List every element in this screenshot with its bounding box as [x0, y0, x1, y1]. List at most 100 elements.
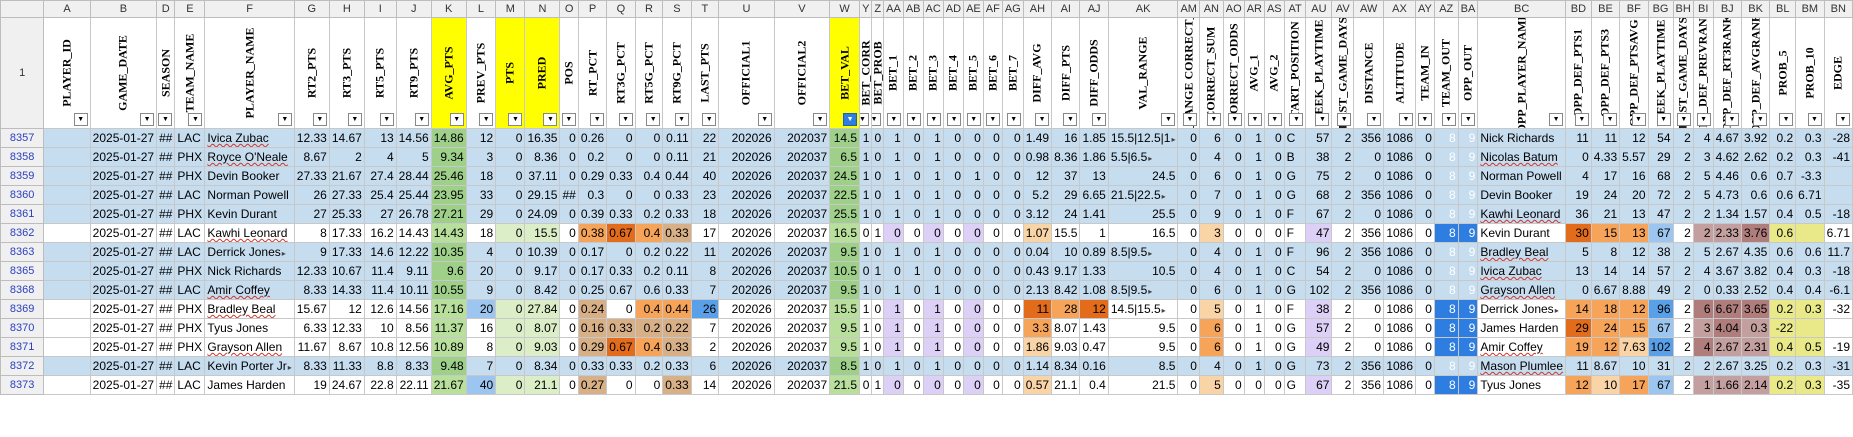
cell-ax[interactable]: 1086: [1383, 318, 1417, 338]
row-number[interactable]: 8368: [0, 280, 45, 300]
column-letter-n[interactable]: N: [524, 0, 561, 18]
cell-be[interactable]: 17: [1590, 166, 1621, 186]
cell-o[interactable]: 0: [559, 280, 579, 300]
cell-l[interactable]: 8: [465, 337, 497, 357]
column-header-official1[interactable]: OFFICIAL1 ▼: [718, 17, 775, 129]
cell-e[interactable]: LAC: [174, 128, 206, 148]
cell-bh[interactable]: 2: [1672, 261, 1694, 281]
cell-ax[interactable]: 1086: [1383, 375, 1417, 395]
cell-ae[interactable]: 0: [963, 204, 984, 224]
cell-bf[interactable]: 5.57: [1619, 147, 1649, 167]
cell-m[interactable]: 0: [495, 280, 526, 300]
cell-bc[interactable]: Tyus Jones: [1477, 375, 1567, 395]
cell-a[interactable]: [43, 280, 91, 300]
cell-l[interactable]: 12: [465, 128, 497, 148]
cell-bk[interactable]: 3.25: [1740, 356, 1771, 376]
cell-bg[interactable]: 31: [1647, 356, 1674, 376]
cell-p[interactable]: 0.27: [577, 375, 608, 395]
cell-bl[interactable]: 0.4: [1769, 204, 1797, 224]
column-letter-bl[interactable]: BL: [1769, 0, 1797, 18]
column-header-opp-def-ptsavg[interactable]: OPP_DEF_PTSAVG ▼: [1619, 17, 1649, 129]
cell-am[interactable]: 0: [1177, 356, 1200, 376]
cell-u[interactable]: 202026: [718, 185, 775, 205]
cell-ab[interactable]: 1: [902, 261, 924, 281]
cell-n[interactable]: 24.09: [524, 204, 561, 224]
autofilter-dropdown-icon[interactable]: ▼: [1247, 113, 1262, 126]
cell-m[interactable]: 0: [495, 318, 526, 338]
cell-d[interactable]: ##: [156, 375, 176, 395]
cell-m[interactable]: 0: [495, 166, 526, 186]
column-letter-bn[interactable]: BN: [1823, 0, 1853, 18]
cell-au[interactable]: 96: [1305, 242, 1333, 262]
cell-d[interactable]: ##: [156, 242, 176, 262]
cell-f[interactable]: Nick Richards: [204, 261, 295, 281]
cell-ar[interactable]: 1: [1243, 337, 1265, 357]
cell-bg[interactable]: 96: [1647, 299, 1674, 319]
cell-d[interactable]: ##: [156, 337, 176, 357]
autofilter-dropdown-icon[interactable]: ▼: [140, 113, 155, 126]
cell-ad[interactable]: 0: [942, 128, 965, 148]
column-header-team-name[interactable]: TEAM_NAME ▼: [174, 17, 206, 129]
cell-z[interactable]: 0: [871, 147, 885, 167]
cell-ao[interactable]: 0: [1222, 261, 1245, 281]
cell-bg[interactable]: 67: [1647, 223, 1674, 243]
cell-bh[interactable]: 2: [1672, 299, 1694, 319]
cell-ad[interactable]: 0: [942, 223, 965, 243]
cell-a[interactable]: [43, 299, 91, 319]
cell-a[interactable]: [43, 128, 91, 148]
cell-k[interactable]: 10.55: [430, 280, 467, 300]
cell-bk[interactable]: 3.92: [1740, 128, 1771, 148]
column-letter-ax[interactable]: AX: [1383, 0, 1417, 18]
cell-ab[interactable]: 0: [902, 280, 924, 300]
cell-s[interactable]: 0.22: [662, 242, 692, 262]
cell-ar[interactable]: 1: [1243, 356, 1265, 376]
cell-ah[interactable]: 0.43: [1022, 261, 1053, 281]
column-letter-ay[interactable]: AY: [1415, 0, 1435, 18]
cell-t[interactable]: 26: [690, 299, 720, 319]
cell-bn[interactable]: -6.1: [1823, 280, 1853, 300]
row-number[interactable]: 8357: [0, 128, 45, 148]
cell-bn[interactable]: -41: [1823, 147, 1853, 167]
autofilter-dropdown-icon[interactable]: ▼: [1656, 113, 1671, 126]
row-number[interactable]: 1: [0, 17, 45, 129]
column-header-week-playtime[interactable]: WEEK_PLAYTIME ▼: [1305, 17, 1333, 129]
cell-w[interactable]: 21.5: [829, 375, 861, 395]
autofilter-dropdown-icon[interactable]: ▼: [757, 113, 772, 126]
cell-j[interactable]: 12.22: [395, 242, 432, 262]
cell-bh[interactable]: 2: [1672, 375, 1694, 395]
cell-ak[interactable]: 5.5|6.5: [1107, 147, 1179, 167]
cell-v[interactable]: 202037: [773, 204, 831, 224]
column-header-opp-def-pts3[interactable]: OPP_DEF_PTS3 ▼: [1590, 17, 1621, 129]
cell-az[interactable]: 8: [1433, 147, 1459, 167]
cell-av[interactable]: 2: [1331, 185, 1355, 205]
cell-z[interactable]: 0: [871, 128, 885, 148]
cell-bg[interactable]: 54: [1647, 128, 1674, 148]
column-letter-be[interactable]: BE: [1590, 0, 1621, 18]
autofilter-dropdown-icon[interactable]: ▼: [1063, 113, 1078, 126]
cell-e[interactable]: PHX: [174, 166, 206, 186]
cell-u[interactable]: 202026: [718, 147, 775, 167]
cell-t[interactable]: 22: [690, 128, 720, 148]
cell-ak[interactable]: 15.5|12.5|1: [1107, 128, 1179, 148]
cell-am[interactable]: 0: [1177, 223, 1200, 243]
cell-l[interactable]: 16: [465, 318, 497, 338]
autofilter-dropdown-icon[interactable]: ▼: [73, 113, 88, 126]
cell-e[interactable]: LAC: [174, 375, 206, 395]
cell-am[interactable]: 0: [1177, 185, 1200, 205]
cell-aa[interactable]: 1: [883, 128, 904, 148]
cell-ax[interactable]: 1086: [1383, 337, 1417, 357]
cell-h[interactable]: 8.67: [328, 337, 365, 357]
cell-b[interactable]: 2025-01-27: [89, 242, 158, 262]
cell-bi[interactable]: 4: [1692, 128, 1714, 148]
column-letter-m[interactable]: M: [495, 0, 526, 18]
column-header-team-in[interactable]: TEAM_IN ▼: [1415, 17, 1435, 129]
cell-b[interactable]: 2025-01-27: [89, 185, 158, 205]
cell-j[interactable]: 8.56: [395, 318, 432, 338]
cell-y[interactable]: 1: [859, 299, 873, 319]
cell-an[interactable]: 6: [1198, 280, 1224, 300]
cell-bk[interactable]: 3.65: [1740, 299, 1771, 319]
autofilter-dropdown-icon[interactable]: ▼: [449, 113, 464, 126]
cell-ak[interactable]: 8.5|9.5: [1107, 280, 1179, 300]
cell-ag[interactable]: 0: [1001, 299, 1024, 319]
cell-g[interactable]: 6.33: [293, 318, 330, 338]
